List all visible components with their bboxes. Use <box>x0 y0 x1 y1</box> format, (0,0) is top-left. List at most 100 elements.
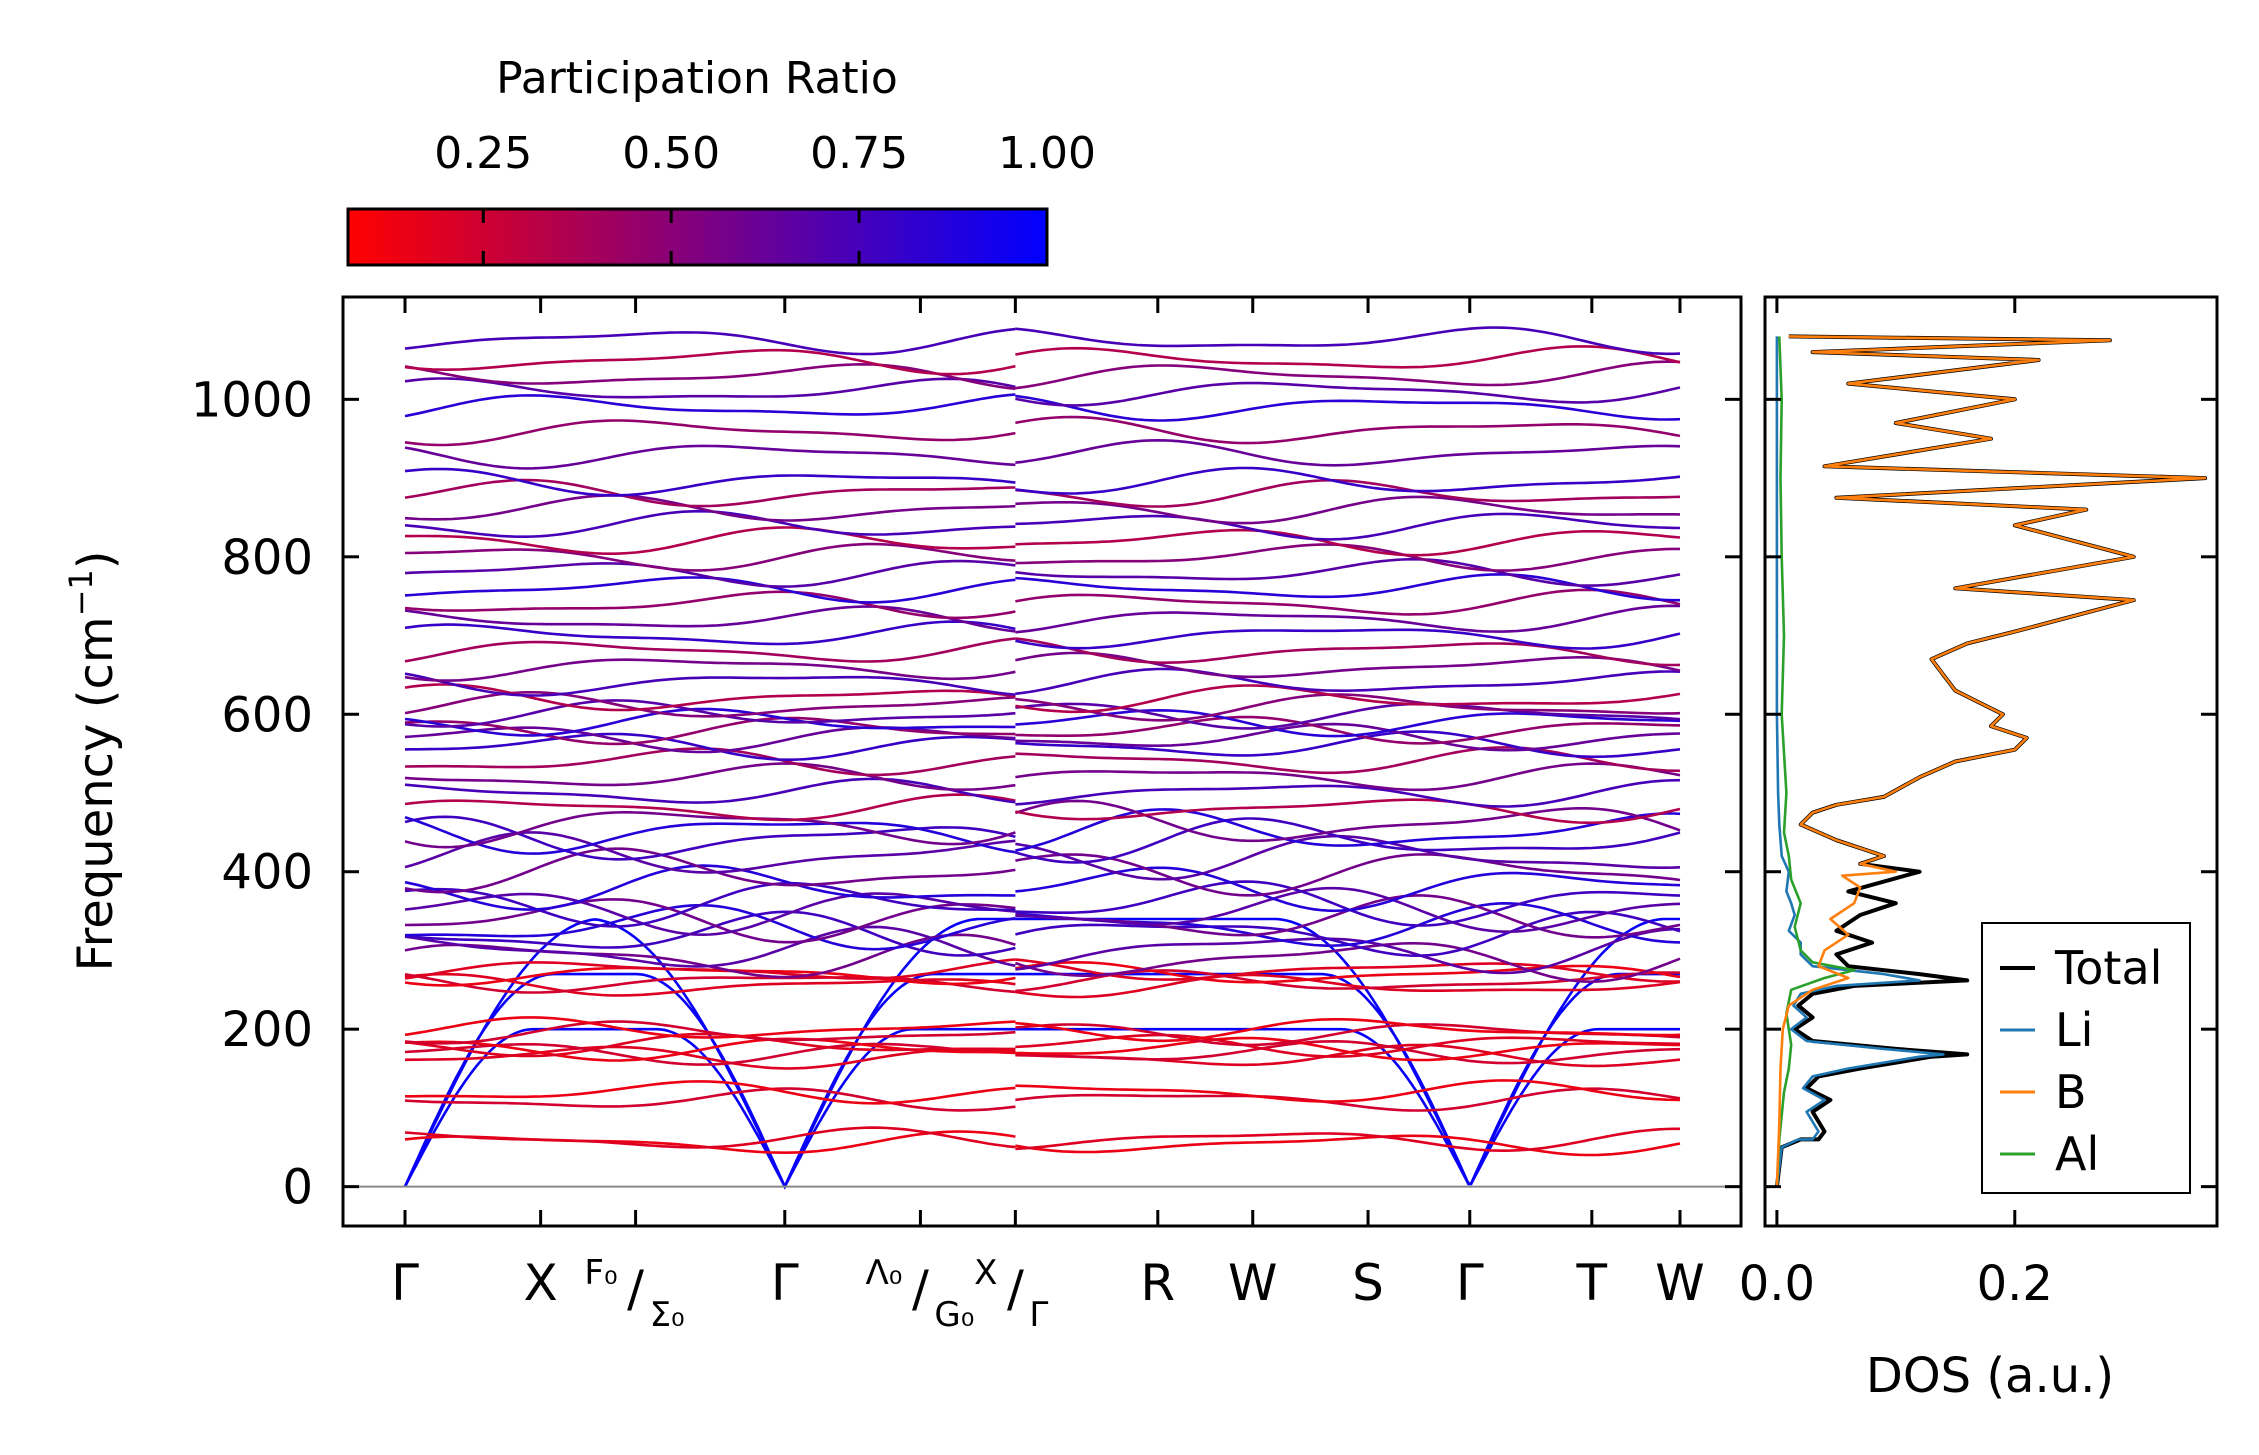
y-tick-label: 600 <box>221 687 313 743</box>
k-label: W <box>1228 1254 1277 1312</box>
kpath-ticks: Γ X F₀ / Σ₀Γ Λ₀ / G₀X / ΓR W S Γ T W <box>391 297 1705 1335</box>
band-optical <box>1015 817 1681 864</box>
band-lines <box>403 326 1681 1190</box>
band-optical <box>404 478 1016 508</box>
band-optical <box>404 707 1016 737</box>
band-optical <box>404 762 1016 792</box>
band-optical <box>1015 808 1681 852</box>
dos-x-label: DOS (a.u.) <box>1866 1348 2114 1404</box>
band-optical <box>404 348 1016 376</box>
dos-y-ticks <box>1765 397 2217 1189</box>
colorbar-tick-label: 0.25 <box>434 128 532 179</box>
band-optical <box>404 590 1016 620</box>
band-optical <box>1015 1134 1681 1157</box>
k-label: Γ <box>391 1254 419 1312</box>
k-label: R <box>1140 1254 1175 1312</box>
k-label-sup: Λ₀ <box>866 1253 903 1293</box>
band-optical <box>1015 693 1681 722</box>
y-tick-label: 800 <box>221 530 313 586</box>
band-optical <box>1015 866 1681 913</box>
k-label-sub: Γ <box>1029 1295 1048 1335</box>
dos-x-tick-label: 0.0 <box>1739 1256 1815 1312</box>
band-optical <box>404 815 1016 855</box>
band-optical <box>1015 958 1681 983</box>
y-axis-label-close: ) <box>68 550 124 569</box>
band-optical <box>1015 886 1681 933</box>
band-optical <box>404 419 1016 447</box>
dos-series-b <box>1775 335 2207 1187</box>
band-optical <box>404 1032 1016 1058</box>
legend-label-li: Li <box>2055 1003 2093 1057</box>
band-optical <box>1015 1127 1680 1153</box>
band-optical <box>404 699 1016 728</box>
band-optical <box>404 1087 1016 1112</box>
band-optical <box>1015 778 1681 808</box>
k-label: Γ <box>1456 1254 1484 1312</box>
band-optical <box>1015 722 1681 752</box>
band-acoustic <box>1015 917 1680 1185</box>
colorbar: Participation Ratio 0.25 0.50 0.75 1.00 <box>346 53 1096 267</box>
dos-series-al <box>1775 336 1856 1187</box>
band-optical <box>404 864 1016 911</box>
colorbar-gradient <box>346 207 1049 267</box>
band-optical <box>1015 834 1681 881</box>
band-optical <box>1015 381 1681 407</box>
band-optical <box>404 542 1016 572</box>
band-optical <box>404 620 1016 646</box>
band-optical <box>1015 628 1681 650</box>
legend-label-total: Total <box>2054 941 2162 995</box>
band-optical <box>1015 326 1681 356</box>
band-optical <box>1015 960 1681 984</box>
band-optical <box>404 898 1016 944</box>
band-optical <box>1015 667 1681 695</box>
band-optical <box>1015 604 1681 634</box>
colorbar-tick-label: 0.75 <box>810 128 908 179</box>
k-label-composite: F₀ / Σ₀ <box>584 1253 684 1335</box>
band-optical <box>1015 853 1681 897</box>
band-optical <box>404 605 1016 633</box>
band-optical <box>404 1016 1016 1039</box>
k-label: Γ <box>771 1254 799 1312</box>
dos-x-tick-label: 0.2 <box>1977 1256 2053 1312</box>
band-optical <box>404 658 1016 682</box>
band-optical <box>404 494 1016 522</box>
band-optical <box>1015 1036 1681 1062</box>
band-optical <box>404 1020 1016 1045</box>
band-optical <box>404 1130 1016 1155</box>
k-label: T <box>1576 1254 1608 1312</box>
band-optical <box>405 526 1016 555</box>
band-optical <box>1015 528 1681 557</box>
band-optical <box>1015 438 1681 467</box>
band-optical <box>404 559 1016 588</box>
k-label: X <box>524 1254 558 1312</box>
y-axis-label-main: Frequency (cm <box>68 616 124 971</box>
band-optical <box>404 683 1016 712</box>
dos-panel: 0.0 0.2 DOS (a.u.) Total Li B Al <box>1739 295 2219 1404</box>
k-label-sub: G₀ <box>934 1295 974 1335</box>
band-optical <box>404 377 1016 399</box>
band-optical <box>404 637 1016 663</box>
band-optical <box>1015 1039 1681 1065</box>
band-optical <box>404 811 1016 849</box>
y-axis-label: Frequency (cm−1) <box>62 550 124 971</box>
band-optical <box>1015 1018 1681 1043</box>
k-label: W <box>1655 1254 1704 1312</box>
band-optical <box>1014 799 1681 843</box>
band-optical <box>404 1042 1016 1066</box>
band-optical <box>404 1126 1016 1149</box>
k-label-slash: / <box>627 1260 644 1318</box>
band-optical <box>1015 973 1681 999</box>
dos-curves <box>1774 334 2208 1187</box>
dos-x-ticks: 0.0 0.2 <box>1739 297 2053 1312</box>
band-optical <box>1015 746 1681 775</box>
k-label: S <box>1352 1254 1384 1312</box>
band-optical <box>1015 708 1681 738</box>
band-optical <box>404 362 1016 391</box>
band-y-ticks: 0 200 400 600 800 1000 <box>191 372 1741 1216</box>
band-optical <box>404 467 1016 497</box>
colorbar-title: Participation Ratio <box>496 53 898 104</box>
band-optical <box>404 327 1016 356</box>
band-optical <box>404 716 1016 746</box>
band-optical <box>1015 798 1681 825</box>
